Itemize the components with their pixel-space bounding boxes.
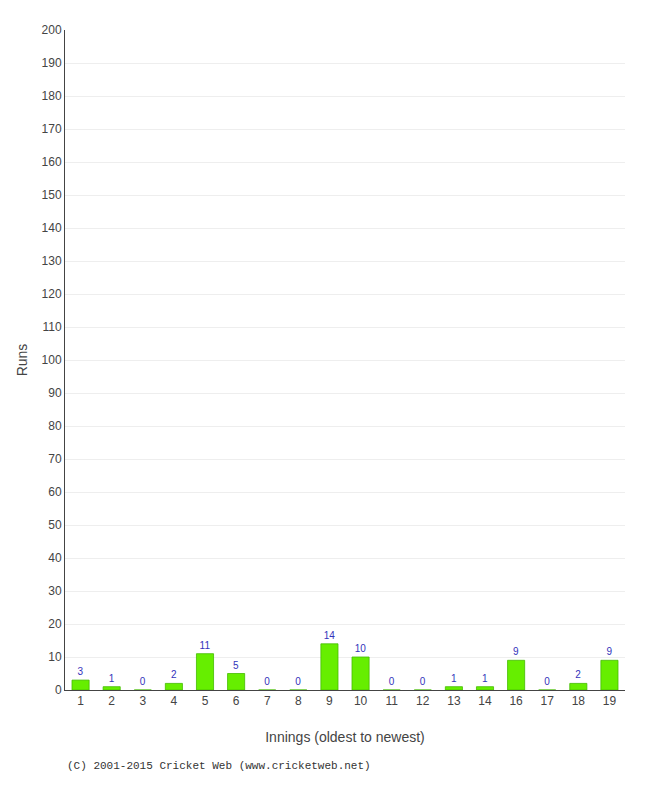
svg-text:Innings (oldest to newest): Innings (oldest to newest) <box>265 729 425 745</box>
svg-text:19: 19 <box>603 694 617 708</box>
svg-text:50: 50 <box>48 518 62 532</box>
svg-text:8: 8 <box>295 694 302 708</box>
svg-text:16: 16 <box>509 694 523 708</box>
svg-text:0: 0 <box>295 676 301 687</box>
svg-text:1: 1 <box>482 673 488 684</box>
svg-text:140: 140 <box>42 221 62 235</box>
svg-text:110: 110 <box>42 320 61 334</box>
svg-text:40: 40 <box>48 551 62 565</box>
svg-text:6: 6 <box>233 694 240 708</box>
svg-text:9: 9 <box>326 694 333 708</box>
svg-text:7: 7 <box>264 694 271 708</box>
svg-text:5: 5 <box>233 660 239 671</box>
svg-text:3: 3 <box>78 666 84 677</box>
svg-text:10: 10 <box>355 643 367 654</box>
svg-text:17: 17 <box>541 694 555 708</box>
svg-text:1: 1 <box>109 673 115 684</box>
svg-text:1: 1 <box>77 694 84 708</box>
svg-text:150: 150 <box>42 188 62 202</box>
svg-text:Runs: Runs <box>14 344 30 377</box>
svg-text:0: 0 <box>264 676 270 687</box>
svg-text:0: 0 <box>55 683 62 697</box>
svg-text:(C) 2001-2015 Cricket Web (www: (C) 2001-2015 Cricket Web (www.cricketwe… <box>67 760 371 772</box>
svg-text:70: 70 <box>48 452 62 466</box>
svg-text:100: 100 <box>42 353 62 367</box>
svg-text:2: 2 <box>575 669 581 680</box>
svg-text:120: 120 <box>42 287 62 301</box>
svg-text:3: 3 <box>139 694 146 708</box>
svg-text:9: 9 <box>513 646 519 657</box>
svg-text:13: 13 <box>447 694 461 708</box>
svg-text:10: 10 <box>354 694 368 708</box>
svg-text:2: 2 <box>108 694 115 708</box>
svg-text:0: 0 <box>389 676 395 687</box>
svg-text:14: 14 <box>478 694 492 708</box>
svg-text:200: 200 <box>42 23 62 37</box>
svg-text:4: 4 <box>171 694 178 708</box>
svg-text:14: 14 <box>324 630 336 641</box>
svg-text:9: 9 <box>606 646 612 657</box>
svg-text:180: 180 <box>42 89 62 103</box>
svg-text:11: 11 <box>200 640 211 651</box>
svg-text:0: 0 <box>140 676 146 687</box>
svg-text:18: 18 <box>572 694 586 708</box>
svg-text:20: 20 <box>48 617 62 631</box>
svg-text:80: 80 <box>48 419 62 433</box>
svg-text:10: 10 <box>48 650 62 664</box>
svg-text:190: 190 <box>42 56 62 70</box>
svg-text:90: 90 <box>48 386 62 400</box>
svg-text:1: 1 <box>451 673 457 684</box>
svg-text:30: 30 <box>48 584 62 598</box>
svg-text:160: 160 <box>42 155 62 169</box>
svg-text:11: 11 <box>385 694 398 708</box>
svg-text:170: 170 <box>42 122 62 136</box>
svg-text:5: 5 <box>202 694 209 708</box>
svg-text:0: 0 <box>544 676 550 687</box>
svg-text:0: 0 <box>420 676 426 687</box>
svg-text:60: 60 <box>48 485 62 499</box>
svg-text:130: 130 <box>42 254 62 268</box>
svg-text:2: 2 <box>171 669 177 680</box>
svg-text:12: 12 <box>416 694 430 708</box>
